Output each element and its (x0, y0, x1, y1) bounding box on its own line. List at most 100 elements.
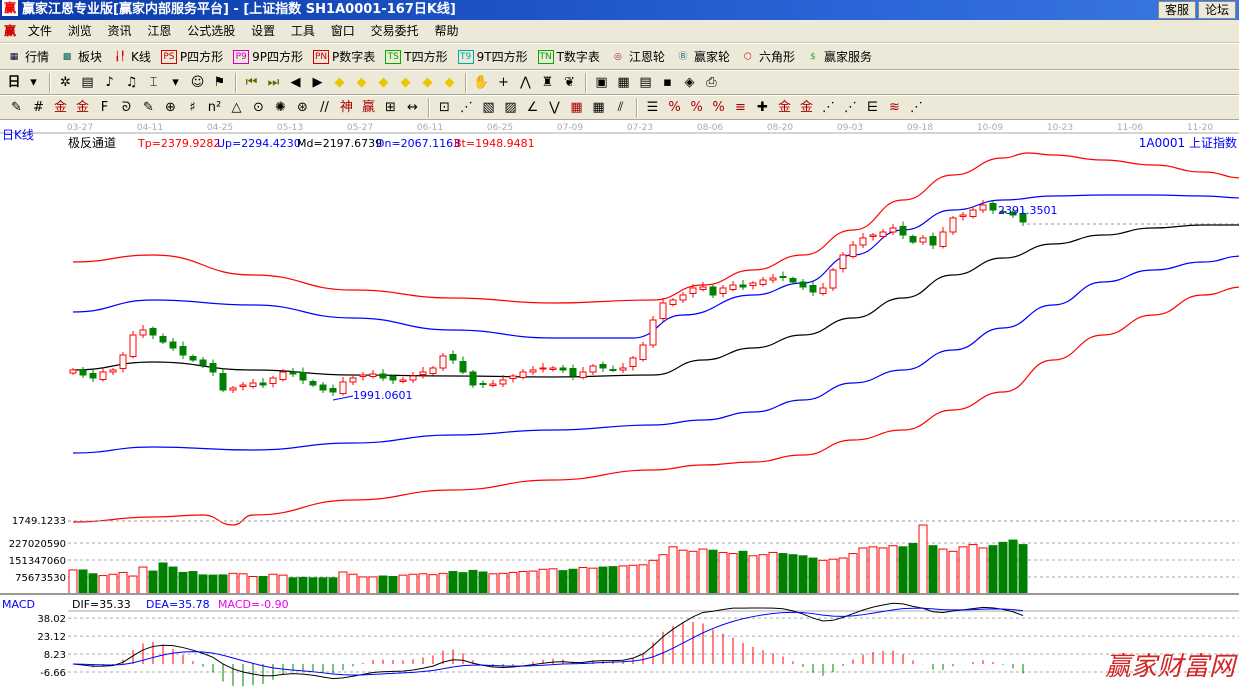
menu-window[interactable]: 窗口 (330, 24, 355, 38)
menu-tools[interactable]: 工具 (290, 24, 315, 38)
first-icon[interactable]: ⏮ (245, 75, 258, 90)
grid-icon[interactable]: ♯ (189, 100, 196, 115)
n2-icon[interactable]: n² (207, 100, 222, 115)
customer-service-button[interactable]: 客服 (1158, 1, 1196, 19)
percent-icon[interactable]: % (668, 100, 681, 115)
circle-grid-icon[interactable]: ⊕ (165, 100, 176, 115)
toolbar-button-sector[interactable]: ▩ 板块 (59, 48, 102, 65)
gold-icon[interactable]: 金 (53, 100, 67, 115)
arrow-both-diamond-icon[interactable]: ◆ (378, 75, 389, 90)
menu-formula[interactable]: 公式选股 (187, 24, 236, 38)
clipboard-icon[interactable]: ▤ (81, 75, 94, 90)
hash-icon[interactable]: # (33, 100, 44, 115)
line-tool-icon[interactable]: ⋀ (520, 75, 531, 90)
web2-icon[interactable]: ⊛ (297, 100, 308, 115)
wave-icon[interactable]: ⋁ (549, 100, 560, 115)
angle-icon[interactable]: ∠ (526, 100, 539, 115)
toolbar-button-hexagon[interactable]: ⬡ 六角形 (740, 48, 795, 65)
crosshair-icon[interactable]: + (498, 75, 509, 90)
god-icon[interactable]: 神 (339, 100, 353, 115)
toolbar-button-kline[interactable]: ╽╿ K线 (112, 48, 151, 65)
high-annotation: 2391.3501 (998, 204, 1058, 217)
save-icon[interactable]: ▪ (663, 75, 672, 90)
draw-pattern-icon[interactable]: ✲ (60, 75, 71, 90)
forum-button[interactable]: 论坛 (1198, 1, 1236, 19)
toolbar-button-pn[interactable]: PN P数字表 (313, 48, 375, 65)
gold2-icon[interactable]: 金 (75, 100, 89, 115)
arrows-icon[interactable]: ↔ (407, 100, 418, 115)
fan-icon[interactable]: ⋰ (460, 100, 473, 115)
ruler-icon[interactable]: ⊞ (385, 100, 396, 115)
percent2-icon[interactable]: % (690, 100, 703, 115)
toolbar-button-quote-table[interactable]: ▦ 行情 (6, 48, 49, 65)
candle-style-icon[interactable]: ⌶ (149, 75, 158, 90)
menu-settings[interactable]: 设置 (251, 24, 276, 38)
network-icon[interactable]: ◈ (684, 75, 695, 90)
toolbar-button-gann-wheel[interactable]: ◎ 江恩轮 (610, 48, 665, 65)
ladder-icon[interactable]: ☰ (646, 100, 659, 115)
grid-fan2-icon[interactable]: ▨ (504, 100, 517, 115)
period-dropdown-icon[interactable]: ▾ (30, 75, 37, 90)
gold6-icon[interactable]: 金 (799, 100, 813, 115)
web-icon[interactable]: ✺ (275, 100, 286, 115)
expand-diamond-icon[interactable]: ◆ (422, 75, 433, 90)
toolbar-button-winner-wheel[interactable]: Ⓑ 赢家轮 (675, 48, 730, 65)
spiral-icon[interactable]: ᘐ (121, 100, 132, 115)
step-9-icon[interactable]: ♫ (125, 75, 138, 90)
slash-icon[interactable]: ⫽ (617, 100, 624, 115)
menu-trade[interactable]: 交易委托 (370, 24, 419, 38)
arrow-right-diamond-icon[interactable]: ◆ (356, 75, 367, 90)
grid-black-icon[interactable]: ▦ (592, 100, 605, 115)
stairs-icon[interactable]: ⋿ (866, 100, 879, 115)
last-icon[interactable]: ⏭ (267, 75, 280, 90)
menu-help[interactable]: 帮助 (434, 24, 459, 38)
fan4-icon[interactable]: ⋰ (910, 100, 923, 115)
grid-red-icon[interactable]: ▦ (570, 100, 583, 115)
pen2-icon[interactable]: ✎ (143, 100, 154, 115)
cross-icon[interactable]: ✚ (757, 100, 768, 115)
red-fan-icon[interactable]: ≋ (889, 100, 900, 115)
calendar-icon[interactable]: ▣ (595, 75, 608, 90)
gold5-icon[interactable]: 金 (777, 100, 791, 115)
gold4-icon[interactable]: ≡ (735, 100, 746, 115)
toolbar-button-dollar[interactable]: $ 赢家服务 (805, 48, 872, 65)
arrow-left-diamond-icon[interactable]: ◆ (334, 75, 345, 90)
step-3-icon[interactable]: ♪ (105, 75, 114, 90)
menu-browse[interactable]: 浏览 (67, 24, 92, 38)
toolbar-button-p9[interactable]: P9 9P四方形 (233, 48, 303, 65)
calculator-icon[interactable]: ▦ (617, 75, 630, 90)
gold3-icon[interactable]: % (712, 100, 725, 115)
toolbar-button-t9[interactable]: T9 9T四方形 (457, 48, 528, 65)
stock-chart[interactable]: 03-27 04-11 04-25 05-13 05-27 06-11 06-25 07-09… (0, 120, 1239, 688)
box-icon[interactable]: ⊡ (439, 100, 450, 115)
right-icon[interactable]: ▶ (312, 75, 323, 90)
pen-icon[interactable]: ✎ (11, 100, 22, 115)
fan3-icon[interactable]: ⋰ (844, 100, 857, 115)
parallel-icon[interactable]: // (320, 100, 329, 115)
fan2-icon[interactable]: ⋰ (822, 100, 835, 115)
hand-icon[interactable]: ✋ (473, 75, 490, 90)
menu-file[interactable]: 文件 (27, 24, 52, 38)
period-selector[interactable]: 日 (7, 75, 21, 90)
notes-icon[interactable]: ▤ (639, 75, 652, 90)
face-icon[interactable]: ☺ (190, 75, 205, 90)
brain-icon[interactable]: ❦ (564, 75, 575, 90)
cross-diamond-icon[interactable]: ◆ (444, 75, 455, 90)
flag-icon[interactable]: ⚑ (213, 75, 226, 90)
candle (349, 376, 357, 385)
grid-fan-icon[interactable]: ▧ (482, 100, 495, 115)
menu-info[interactable]: 资讯 (107, 24, 132, 38)
left-icon[interactable]: ◀ (290, 75, 301, 90)
toolbar-button-ps[interactable]: PS P四方形 (160, 48, 223, 65)
tool-icon[interactable]: ♜ (541, 75, 554, 90)
toolbar-button-ts[interactable]: TS T四方形 (385, 48, 448, 65)
win-icon[interactable]: 赢 (361, 100, 375, 115)
candle-dropdown-icon[interactable]: ▾ (172, 75, 179, 90)
printer-icon[interactable]: ⎙ (706, 75, 717, 90)
toolbar-button-tn[interactable]: TN T数字表 (537, 48, 600, 65)
target-icon[interactable]: ⊙ (253, 100, 264, 115)
shrink-diamond-icon[interactable]: ◆ (400, 75, 411, 90)
menu-gann[interactable]: 江恩 (147, 24, 172, 38)
f-icon[interactable]: F (100, 100, 109, 115)
triangle-icon[interactable]: △ (231, 100, 242, 115)
